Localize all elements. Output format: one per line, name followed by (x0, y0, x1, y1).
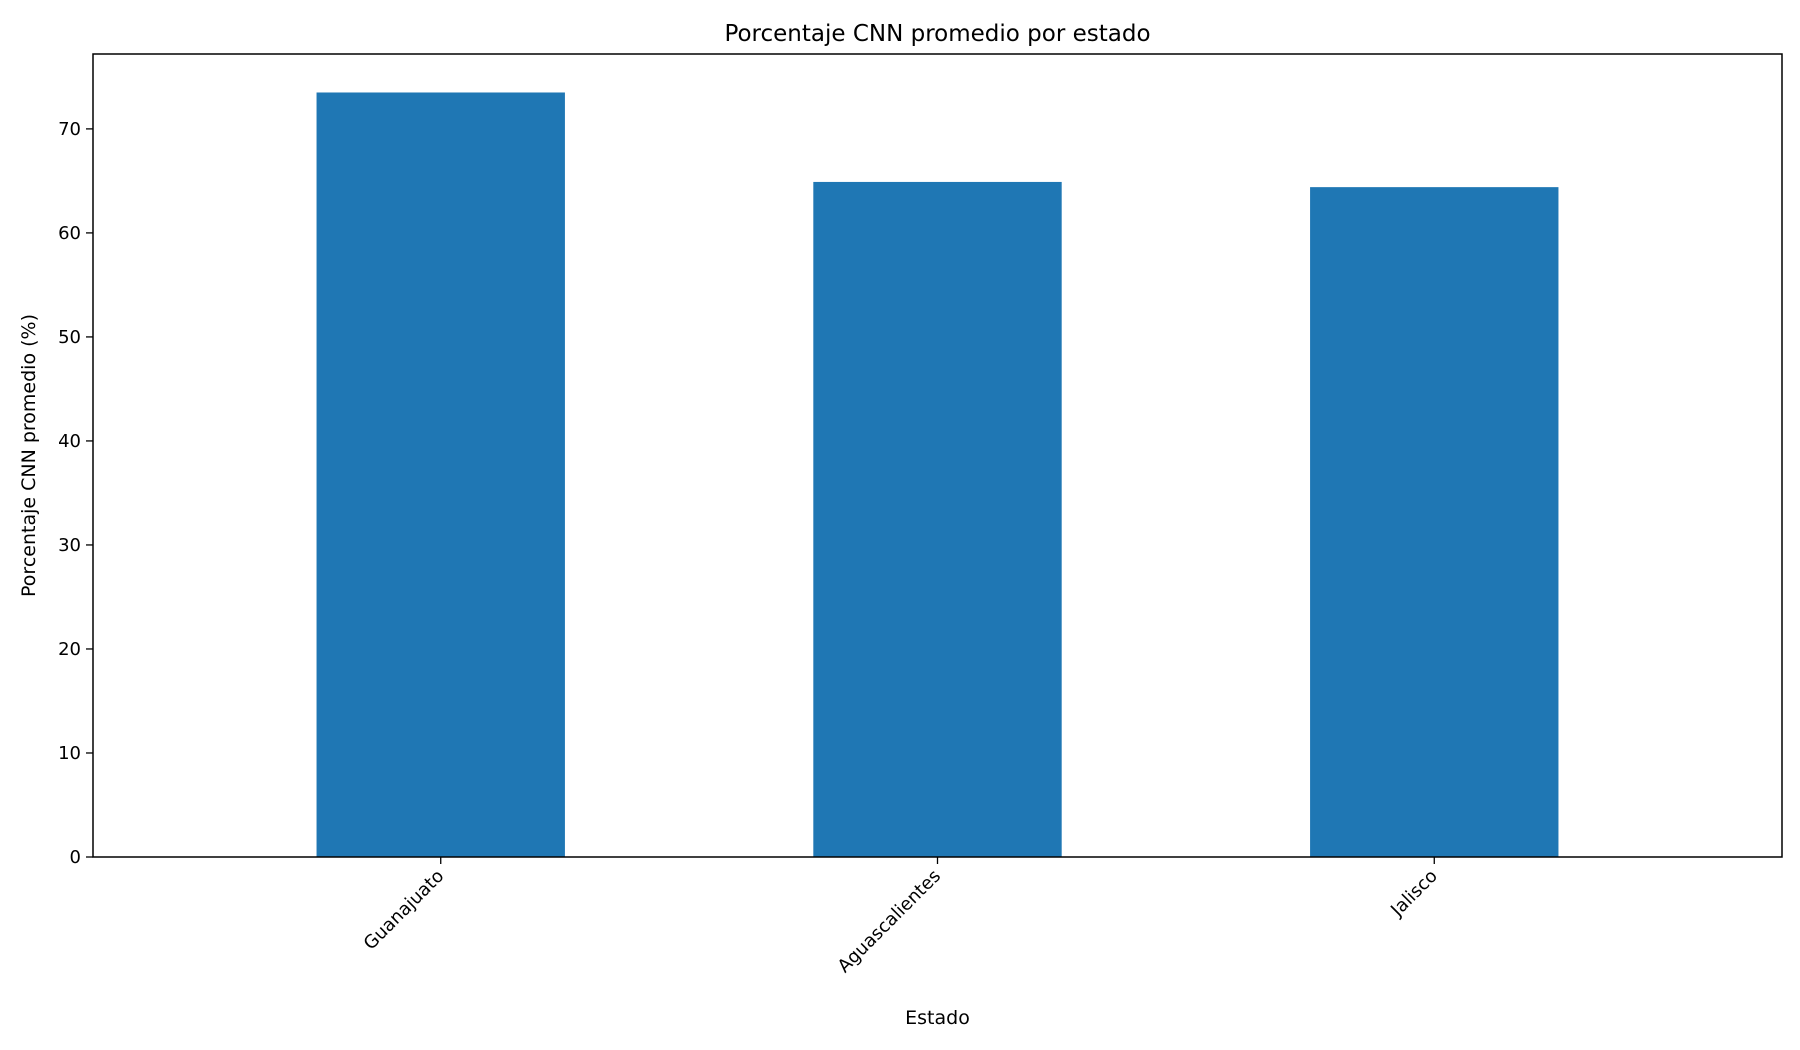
bar-aguascalientes (813, 181, 1062, 858)
x-axis: Guanajuato Aguascalientes Jalisco (360, 857, 1442, 977)
plot-area (92, 53, 1783, 858)
bar-jalisco (1310, 187, 1559, 857)
x-tick-label: Jalisco (1386, 866, 1442, 922)
x-axis-label: Estado (905, 1007, 970, 1029)
y-axis: 0 10 20 30 40 50 60 70 (58, 119, 93, 868)
y-tick-label: 10 (58, 743, 81, 764)
chart-title: Porcentaje CNN promedio por estado (724, 21, 1150, 47)
y-tick-label: 20 (58, 639, 81, 660)
y-tick-label: 60 (58, 223, 81, 244)
y-tick-label: 0 (70, 847, 81, 868)
y-tick-label: 50 (58, 327, 81, 348)
y-tick-label: 30 (58, 535, 81, 556)
bar-guanajuato (316, 92, 565, 858)
y-tick-label: 40 (58, 431, 81, 452)
x-tick-label: Guanajuato (360, 866, 449, 955)
x-tick-label: Aguascalientes (834, 866, 945, 977)
y-axis-label: Porcentaje CNN promedio (%) (18, 314, 40, 597)
y-tick-label: 70 (58, 119, 81, 140)
bars-group (316, 92, 1559, 858)
